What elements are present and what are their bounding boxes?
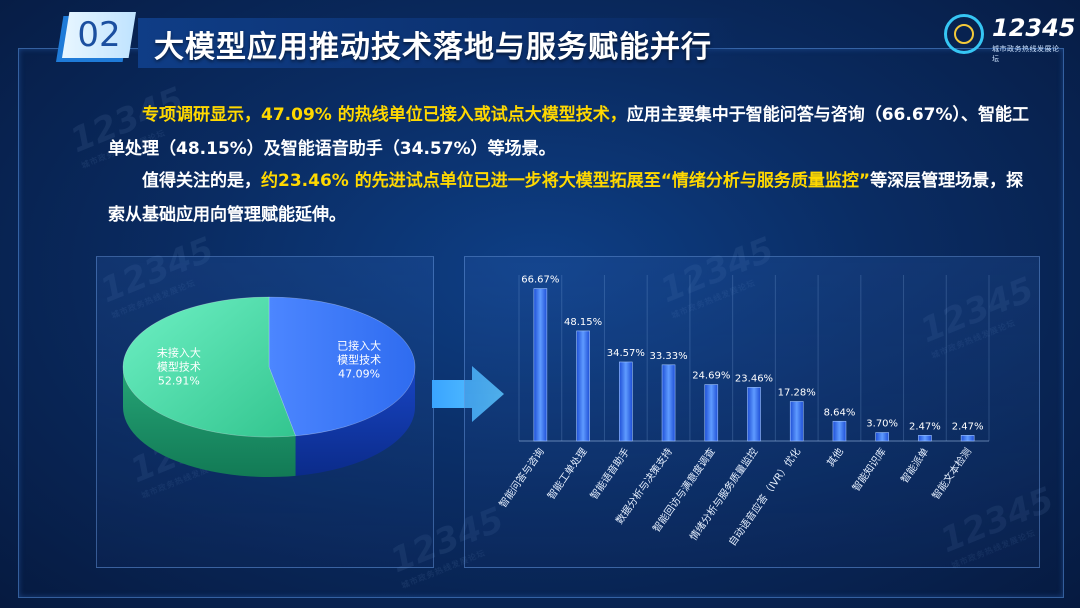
category-tick-label: 智能问答与咨询: [496, 445, 547, 510]
bar-value-label: 33.33%: [649, 351, 687, 362]
summary-paragraph-1: 专项调研显示，47.09% 的热线单位已接入或试点大模型技术，应用主要集中于智能…: [108, 98, 1038, 166]
bar: [918, 435, 932, 442]
category-tick-label: 智能语音助手: [587, 445, 632, 502]
category-tick-label: 自动语音应答（IVR）优化: [726, 445, 804, 548]
bar-value-label: 34.57%: [607, 348, 645, 359]
pie-slice-side: [123, 367, 296, 477]
bar: [704, 384, 719, 442]
bar: [875, 432, 889, 442]
pie-slice-top: [122, 296, 296, 438]
bar: [747, 387, 761, 442]
pie-slice-value-label: 52.91%: [158, 375, 200, 388]
paragraph-2-prefix: 值得关注的是，: [142, 171, 261, 191]
category-tick-label: 智能文本检测: [929, 445, 974, 502]
bar: [960, 435, 975, 442]
pie-slice-label: 模型技术: [157, 360, 201, 374]
bar: [832, 420, 847, 442]
pie-slice-value-label: 47.09%: [338, 367, 380, 380]
bar-value-label: 24.69%: [692, 371, 730, 382]
section-number-badge: 02: [62, 12, 136, 58]
bar-value-label: 2.47%: [952, 421, 984, 432]
bar: [533, 288, 548, 442]
pie-slice-side: [295, 367, 415, 476]
title-bar: [138, 18, 738, 68]
pie-slice-label: 未接入大: [157, 346, 201, 360]
paragraph-2-text: 等深层管理场景，探索从基础应用向管理赋能延伸。: [108, 171, 1024, 225]
page-title: 大模型应用推动技术落地与服务赋能并行: [154, 30, 712, 65]
right-arrow-icon: [432, 366, 504, 422]
logo-text: 12345: [992, 14, 1076, 42]
bar-value-label: 17.28%: [778, 388, 816, 399]
category-tick-label: 智能工单处理: [544, 445, 589, 502]
pie-slice-label: 已接入大: [337, 338, 381, 352]
logo-ring-icon: [944, 14, 984, 54]
summary-paragraph-2: 值得关注的是，约23.46% 的先进试点单位已进一步将大模型拓展至“情绪分析与服…: [108, 164, 1038, 232]
bar-chart-panel: 66.67% 智能问答与咨询 48.15% 智能工单处理 34.57% 智能语音助手 33.…: [464, 256, 1040, 568]
bar: [789, 401, 804, 442]
bar: [619, 361, 633, 442]
bar-value-label: 3.70%: [866, 419, 898, 430]
category-tick-label: 智能派单: [898, 445, 932, 485]
bar-value-label: 2.47%: [909, 421, 941, 432]
paragraph-2-highlight: 约23.46% 的先进试点单位已进一步将大模型拓展至“情绪分析与服务质量监控”: [261, 171, 871, 191]
pie-chart-panel: 已接入大 模型技术 47.09% 未接入大 模型技术 52.91%: [96, 256, 434, 568]
bar-value-label: 48.15%: [564, 317, 602, 328]
paragraph-1-highlight: 专项调研显示，47.09% 的热线单位已接入或试点大模型技术，: [142, 105, 627, 125]
category-tick-label: 智能知识库: [849, 445, 888, 493]
bar-value-label: 23.46%: [735, 373, 773, 384]
category-tick-label: 其他: [824, 445, 846, 469]
bar: [576, 330, 590, 442]
bar-chart: 66.67% 智能问答与咨询 48.15% 智能工单处理 34.57% 智能语音助手 33.…: [496, 275, 990, 548]
bar-value-label: 8.64%: [824, 407, 856, 418]
bar-value-label: 66.67%: [521, 275, 559, 286]
pie-slice-label: 模型技术: [337, 352, 381, 366]
paragraph-1-text: 应用主要集中于智能问答与咨询（66.67%）、智能工单处理（48.15%）及智能…: [108, 105, 1030, 159]
pie-slice-top: [268, 296, 416, 437]
logo-subtitle: 城市政务热线发展论坛: [992, 45, 1060, 63]
bar: [661, 364, 676, 442]
brand-logo: 12345 城市政务热线发展论坛: [944, 14, 1076, 63]
